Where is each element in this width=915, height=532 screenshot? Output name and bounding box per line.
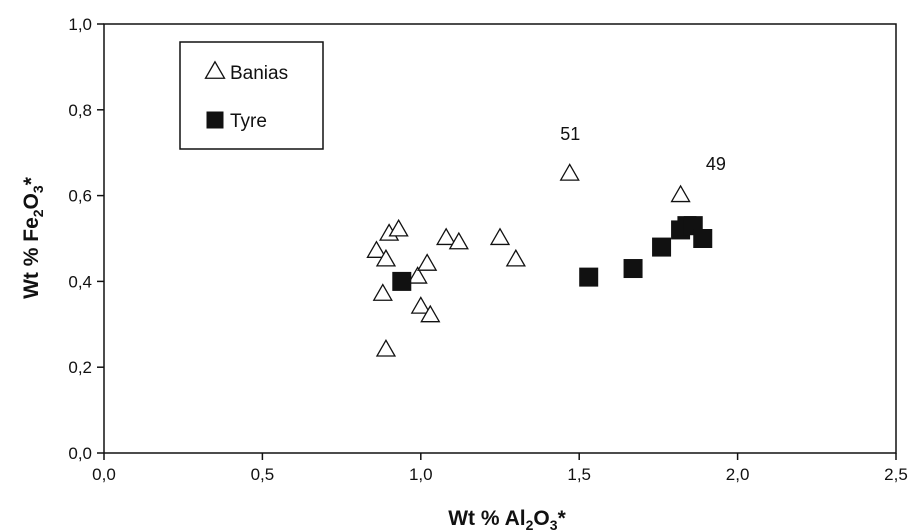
tyre-point <box>652 237 672 257</box>
legend-triangle-icon <box>204 60 226 79</box>
y-tick-label: 0,0 <box>68 444 92 463</box>
tyre-point <box>693 229 713 248</box>
x-axis-title: Wt % Al2O3* <box>448 507 566 532</box>
banias-point <box>375 248 397 267</box>
banias-point <box>366 240 387 258</box>
x-tick-label: 0,5 <box>251 465 275 484</box>
legend: Banias Tyre <box>179 41 324 150</box>
y-tick-label: 0,8 <box>68 101 92 120</box>
banias-point <box>410 296 431 314</box>
banias-point <box>670 184 691 203</box>
y-axis-title: Wt % Fe2O3* <box>20 176 46 299</box>
tyre-point <box>392 271 412 291</box>
banias-point <box>559 163 580 181</box>
x-tick-label: 0,0 <box>92 465 116 484</box>
legend-box <box>179 41 324 150</box>
plot-area <box>103 23 897 454</box>
axis-tick-labels: 0,0 0,5 1,0 1,5 2,0 2,5 0,0 0,2 0,4 0,6 0,8 1,0 <box>68 15 907 484</box>
y-tick-label: 0,2 <box>68 358 92 377</box>
x-tick-label: 2,5 <box>884 465 908 484</box>
legend-label: Banias <box>230 63 288 84</box>
banias-point <box>407 266 428 284</box>
banias-point <box>375 339 397 357</box>
banias-point <box>372 283 393 301</box>
data-points <box>366 163 713 357</box>
legend-label: Tyre <box>230 111 267 132</box>
y-tick-label: 0,4 <box>68 272 92 291</box>
banias-point <box>448 231 469 250</box>
banias-point <box>417 253 438 271</box>
banias-point <box>489 227 511 246</box>
tyre-point <box>623 259 643 279</box>
x-tick-label: 2,0 <box>726 465 750 484</box>
banias-point <box>436 227 457 246</box>
point-annotations: 51 49 <box>560 124 726 174</box>
x-tick-label: 1,5 <box>567 465 591 484</box>
point-label: 49 <box>706 154 726 174</box>
axis-ticks <box>97 23 897 460</box>
banias-point <box>388 218 409 237</box>
tyre-point <box>579 267 599 287</box>
legend-square-icon <box>206 111 224 129</box>
point-label: 51 <box>560 124 580 144</box>
banias-point <box>420 304 441 323</box>
y-tick-label: 1,0 <box>68 15 92 34</box>
banias-point <box>505 248 526 267</box>
y-tick-label: 0,6 <box>68 187 92 206</box>
x-tick-label: 1,0 <box>409 465 433 484</box>
